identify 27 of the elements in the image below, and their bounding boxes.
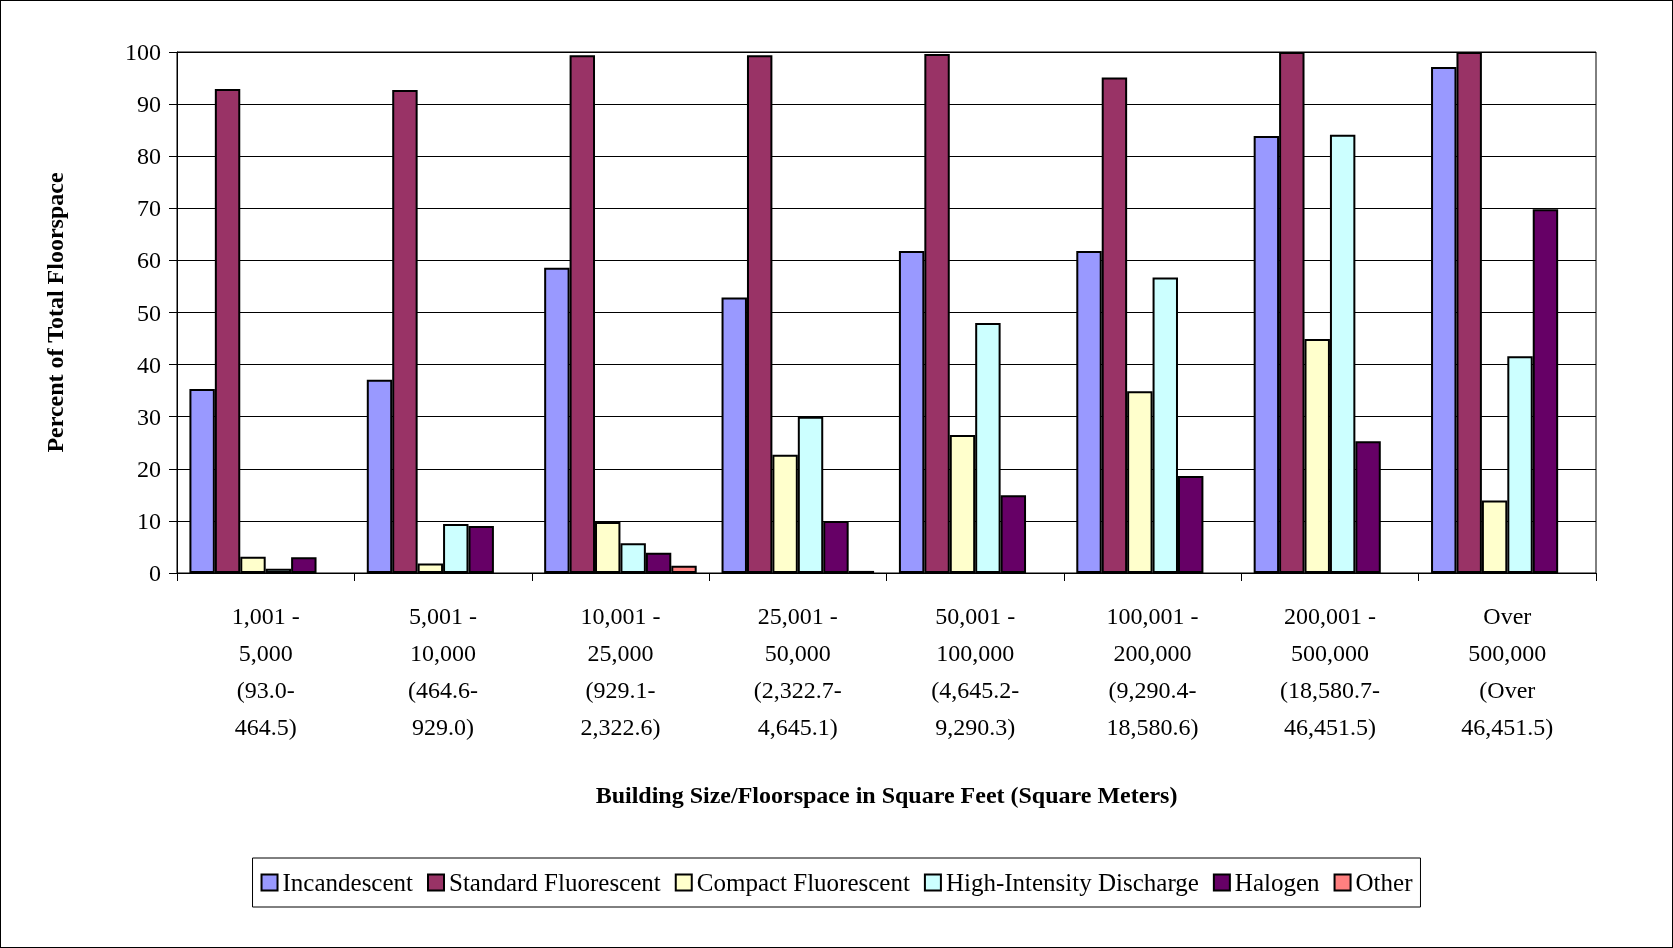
y-tick-label: 60 [137, 247, 161, 274]
x-tick-label: 1,001 - 5,000 (93.0- 464.5) [231, 602, 300, 740]
y-tick-label: 30 [137, 403, 161, 430]
x-tick-label: 10,001 - 25,000 (929.1- 2,322.6) [580, 602, 661, 740]
legend-label: Incandescent [282, 869, 414, 896]
legend-label: Halogen [1234, 869, 1321, 896]
legend-label: High-Intensity Discharge [945, 869, 1199, 896]
x-tick-label: Over 500,000 (Over 46,451.5) [1461, 602, 1554, 740]
y-tick-label: 20 [137, 455, 161, 482]
y-tick-label: 40 [137, 351, 161, 378]
x-tick-label: 100,001 - 200,000 (9,290.4- 18,580.6) [1106, 602, 1199, 740]
x-tick-label: 25,001 - 50,000 (2,322.7- 4,645.1) [753, 602, 842, 740]
y-tick-label: 50 [137, 299, 161, 326]
legend-label: Standard Fluorescent [449, 869, 661, 896]
legend-label: Other [1355, 869, 1414, 896]
x-tick-label: 50,001 - 100,000 (4,645.2- 9,290.3) [931, 602, 1020, 740]
y-axis-title: Percent of Total Floorspace [42, 172, 68, 453]
x-tick-label: 5,001 - 10,000 (464.6- 929.0) [408, 602, 479, 740]
y-tick-label: 100 [125, 39, 161, 65]
y-tick-label: 70 [137, 195, 161, 222]
x-axis-title: Building Size/Floorspace in Square Feet (Square Meters) [595, 782, 1178, 808]
y-tick-label: 10 [137, 507, 161, 534]
y-tick-label: 90 [137, 91, 161, 118]
y-tick-label: 0 [149, 560, 161, 586]
legend-label: Compact Fluorescent [696, 869, 910, 896]
x-tick-label: 200,001 - 500,000 (18,580.7- 46,451.5) [1279, 602, 1380, 740]
y-tick-label: 80 [137, 143, 161, 170]
